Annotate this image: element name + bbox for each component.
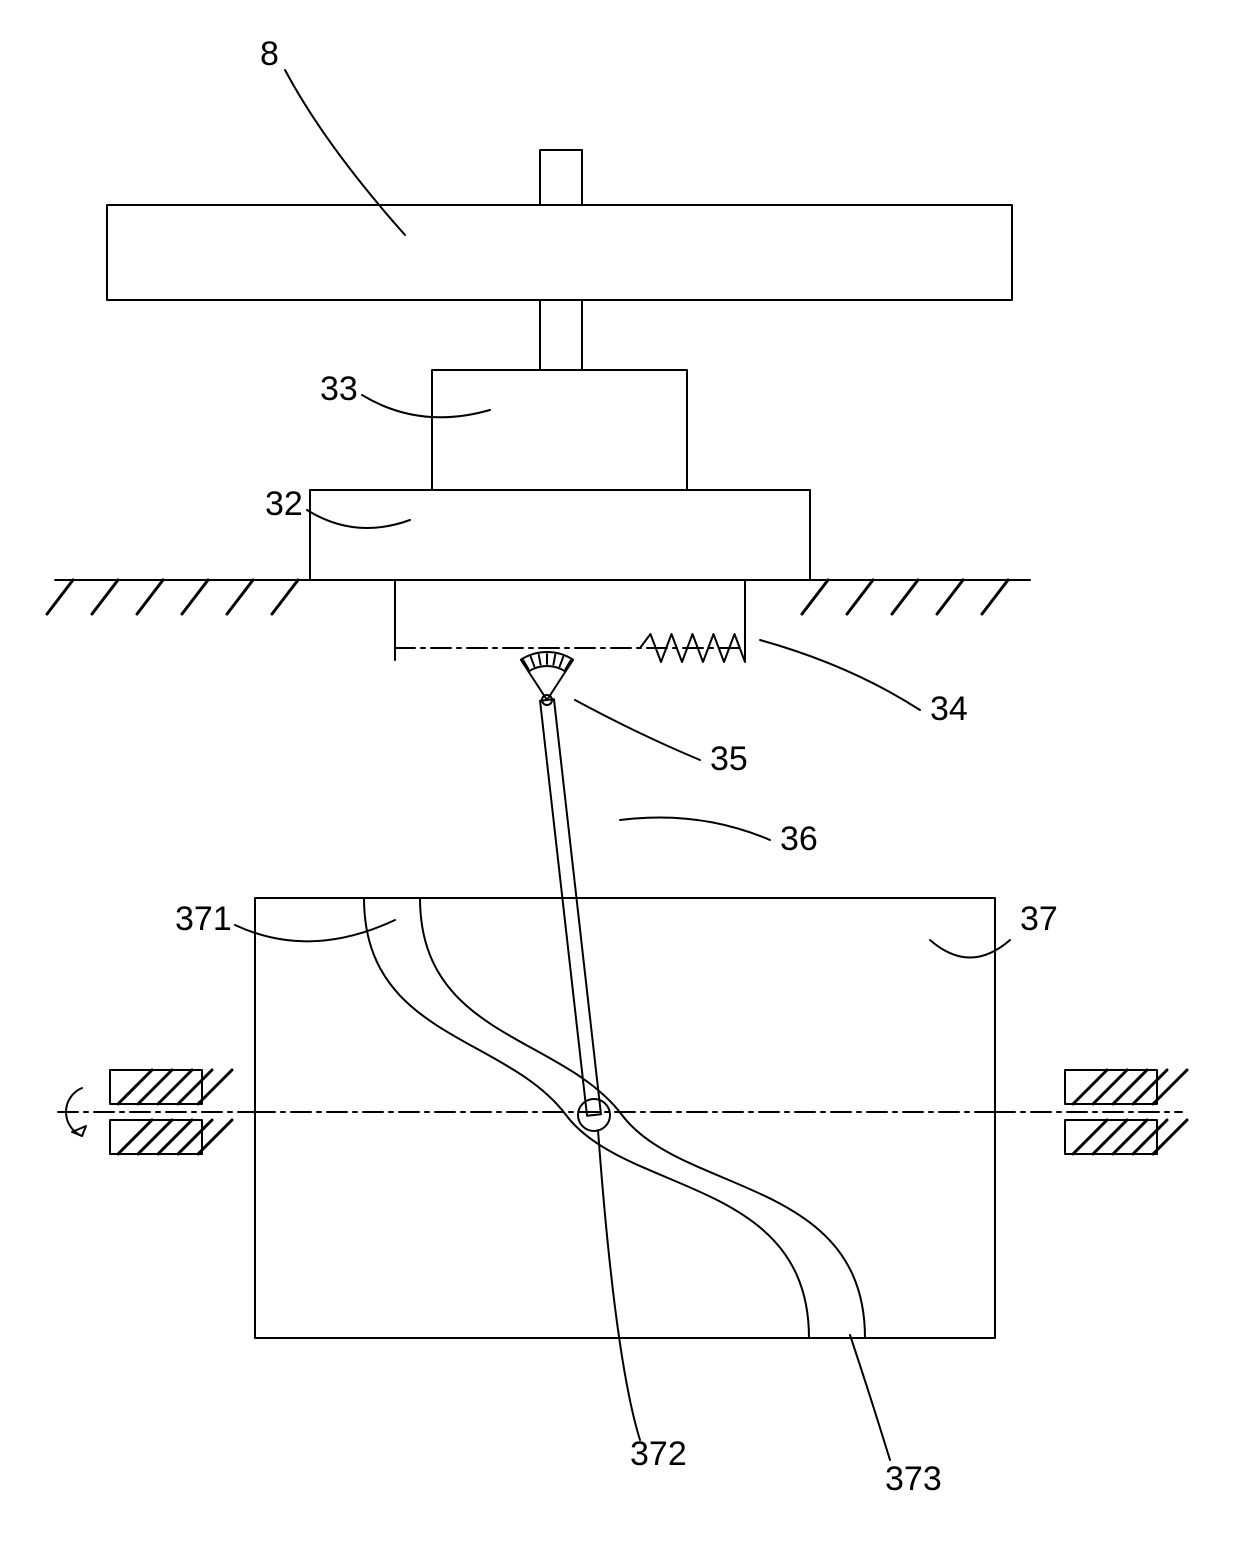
label-373: 373 (885, 1460, 942, 1498)
label-33: 33 (320, 370, 358, 408)
line (178, 1070, 212, 1104)
label-32: 32 (265, 485, 303, 523)
line (227, 580, 253, 614)
line (198, 1120, 232, 1154)
line (1133, 1070, 1167, 1104)
label-36: 36 (780, 820, 818, 858)
line (1093, 1120, 1127, 1154)
label-372: 372 (630, 1435, 687, 1473)
leader-l373 (850, 1335, 890, 1460)
groove-left-edge (364, 898, 809, 1338)
block-32 (310, 490, 810, 580)
line (138, 1120, 172, 1154)
leader-l32 (307, 510, 410, 528)
groove-right-edge (420, 898, 865, 1338)
line (118, 1120, 152, 1154)
line (847, 580, 873, 614)
line (137, 580, 163, 614)
line (92, 580, 118, 614)
line (178, 1120, 212, 1154)
line (937, 580, 963, 614)
leader-l372 (598, 1130, 640, 1440)
line (1093, 1070, 1127, 1104)
top-bar (107, 205, 1012, 300)
labels: 8 33 32 34 35 36 371 37 372 373 (175, 35, 1058, 1498)
ground-hatch (47, 580, 1008, 614)
line (1073, 1070, 1107, 1104)
line (1113, 1120, 1147, 1154)
line (158, 1120, 192, 1154)
line (138, 1070, 172, 1104)
stem-mid (540, 300, 582, 370)
line (1153, 1070, 1187, 1104)
leaders (235, 70, 1010, 1460)
line (1153, 1120, 1187, 1154)
line (182, 580, 208, 614)
label-35: 35 (710, 740, 748, 778)
leader-l37 (930, 940, 1010, 958)
stem-top (540, 150, 582, 205)
label-8: 8 (260, 35, 279, 73)
rotation-arrowhead (72, 1126, 86, 1136)
leader-l33 (362, 395, 490, 417)
line (892, 580, 918, 614)
line (158, 1070, 192, 1104)
block-33 (432, 370, 687, 490)
leader-l35 (575, 700, 700, 760)
label-371: 371 (175, 900, 232, 938)
line (531, 657, 535, 666)
line (560, 657, 564, 666)
line (1073, 1120, 1107, 1154)
line (802, 580, 828, 614)
line (1113, 1070, 1147, 1104)
line (553, 655, 555, 665)
line (982, 580, 1008, 614)
rod-36 (540, 699, 601, 1116)
line (272, 580, 298, 614)
label-34: 34 (930, 690, 968, 728)
leader-l371 (235, 920, 395, 941)
line (1133, 1120, 1167, 1154)
line (118, 1070, 152, 1104)
line (198, 1070, 232, 1104)
line (539, 655, 541, 665)
line (47, 580, 73, 614)
leader-l36 (620, 818, 770, 841)
leader-l34 (760, 640, 920, 710)
label-37: 37 (1020, 900, 1058, 938)
leader-l8 (285, 70, 405, 235)
